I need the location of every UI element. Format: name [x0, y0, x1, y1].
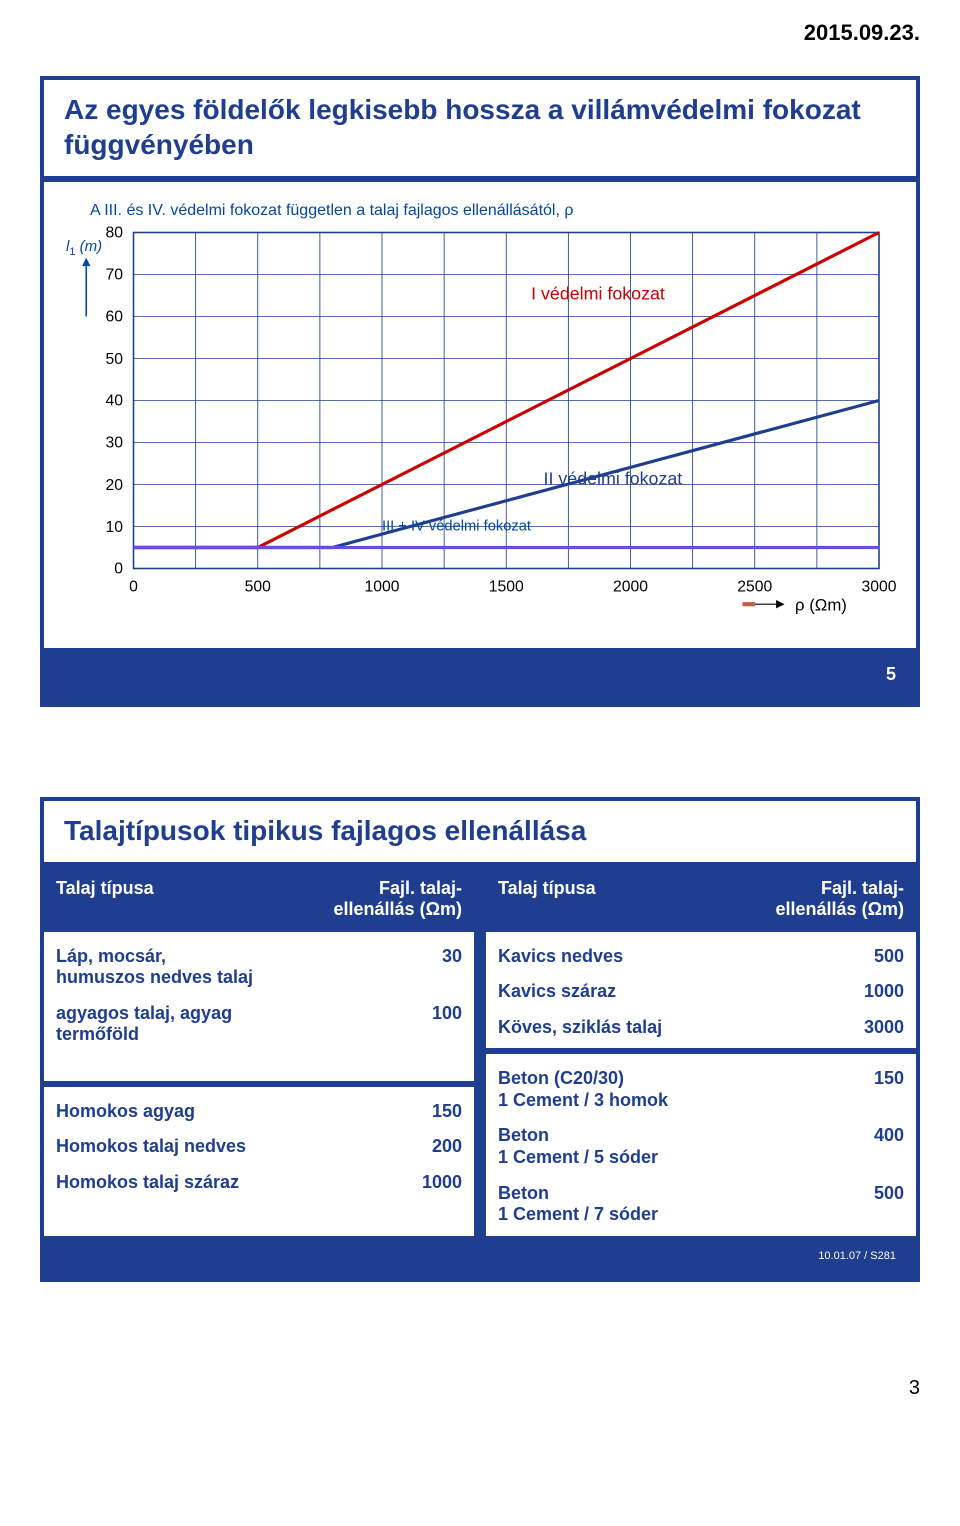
row-value: 100: [392, 1003, 462, 1025]
svg-text:I védelmi fokozat: I védelmi fokozat: [531, 284, 665, 304]
panel-table-title: Talajtípusok tipikus fajlagos ellenállás…: [44, 801, 916, 862]
col-header-res-l1: Fajl. talaj-: [334, 878, 462, 899]
row-value: 500: [834, 1183, 904, 1205]
svg-text:III + IV védelmi fokozat: III + IV védelmi fokozat: [382, 519, 531, 535]
table-left-head: Talaj típusa Fajl. talaj- ellenállás (Ωm…: [44, 868, 474, 932]
svg-text:0: 0: [114, 561, 123, 578]
svg-text:II védelmi fokozat: II védelmi fokozat: [544, 469, 683, 489]
svg-text:80: 80: [105, 225, 123, 242]
row-value: 1000: [834, 981, 904, 1003]
row-value: 200: [392, 1136, 462, 1158]
chart-note: A III. és IV. védelmi fokozat független …: [90, 202, 900, 220]
svg-text:10: 10: [105, 519, 123, 536]
row-label: Beton1 Cement / 7 sóder: [498, 1183, 834, 1226]
svg-text:ρ (Ωm): ρ (Ωm): [795, 596, 847, 615]
table-right-body1: Kavics nedves500Kavics száraz1000Köves, …: [486, 932, 916, 1049]
page-number: 3: [909, 1377, 920, 1400]
svg-text:70: 70: [105, 267, 123, 284]
row-value: 400: [834, 1125, 904, 1147]
row-value: 150: [392, 1101, 462, 1123]
table-left: Talaj típusa Fajl. talaj- ellenállás (Ωm…: [44, 868, 474, 1236]
row-label: Beton (C20/30)1 Cement / 3 homok: [498, 1068, 834, 1111]
svg-text:60: 60: [105, 309, 123, 326]
svg-text:40: 40: [105, 393, 123, 410]
table-row: Láp, mocsár,humuszos nedves talaj30: [56, 946, 462, 989]
col-header-res-r1: Fajl. talaj-: [776, 878, 904, 899]
table-right-body2: Beton (C20/30)1 Cement / 3 homok150Beton…: [486, 1054, 916, 1236]
svg-text:50: 50: [105, 351, 123, 368]
row-label: Kavics nedves: [498, 946, 834, 968]
row-value: 500: [834, 946, 904, 968]
row-label: Beton1 Cement / 5 sóder: [498, 1125, 834, 1168]
table-row: Homokos talaj száraz1000: [56, 1172, 462, 1194]
svg-text:2000: 2000: [613, 579, 648, 596]
table-row: Beton1 Cement / 5 sóder400: [498, 1125, 904, 1168]
table-row: agyagos talaj, agyagtermőföld100: [56, 1003, 462, 1046]
date-header: 2015.09.23.: [40, 20, 920, 46]
panel-chart-footer: 5: [44, 648, 916, 703]
row-value: 3000: [834, 1017, 904, 1039]
row-value: 150: [834, 1068, 904, 1090]
table-right: Talaj típusa Fajl. talaj- ellenállás (Ωm…: [486, 868, 916, 1236]
table-row: Beton1 Cement / 7 sóder500: [498, 1183, 904, 1226]
table-left-body1: Láp, mocsár,humuszos nedves talaj30 agyag…: [44, 932, 474, 1081]
svg-text:1500: 1500: [489, 579, 524, 596]
row-label: Köves, sziklás talaj: [498, 1017, 834, 1039]
row-label: Láp, mocsár,humuszos nedves talaj: [56, 946, 392, 989]
svg-text:500: 500: [245, 579, 272, 596]
row-value: 30: [392, 946, 462, 968]
row-value: 1000: [392, 1172, 462, 1194]
panel-chart-body: A III. és IV. védelmi fokozat független …: [44, 182, 916, 648]
table-row: Kavics nedves500: [498, 946, 904, 968]
panel-table: Talajtípusok tipikus fajlagos ellenállás…: [40, 797, 920, 1282]
svg-text:20: 20: [105, 477, 123, 494]
row-label: Homokos agyag: [56, 1101, 392, 1123]
panel-table-footer: 10.01.07 / S281: [44, 1236, 916, 1278]
y-axis-label: l1 (m): [66, 238, 102, 258]
table-row: Kavics száraz1000: [498, 981, 904, 1003]
col-header-res-l2: ellenállás (Ωm): [334, 899, 462, 920]
svg-text:1000: 1000: [364, 579, 399, 596]
row-label: Kavics száraz: [498, 981, 834, 1003]
svg-text:0: 0: [129, 579, 138, 596]
col-header-type-r: Talaj típusa: [498, 878, 596, 899]
col-header-res-r2: ellenállás (Ωm): [776, 899, 904, 920]
panel-chart: Az egyes földelők legkisebb hossza a vil…: [40, 76, 920, 707]
row-label: Homokos talaj száraz: [56, 1172, 392, 1194]
svg-text:30: 30: [105, 435, 123, 452]
table-row: Köves, sziklás talaj3000: [498, 1017, 904, 1039]
table-right-head: Talaj típusa Fajl. talaj- ellenállás (Ωm…: [486, 868, 916, 932]
table-row: Homokos agyag150: [56, 1101, 462, 1123]
panel-chart-title: Az egyes földelők legkisebb hossza a vil…: [44, 80, 916, 176]
row-label: Homokos talaj nedves: [56, 1136, 392, 1158]
col-header-type: Talaj típusa: [56, 878, 154, 899]
table-left-body2: Homokos agyag150Homokos talaj nedves200H…: [44, 1087, 474, 1236]
row-label: agyagos talaj, agyagtermőföld: [56, 1003, 392, 1046]
svg-text:3000: 3000: [861, 579, 896, 596]
table-row: Beton (C20/30)1 Cement / 3 homok150: [498, 1068, 904, 1111]
svg-text:2500: 2500: [737, 579, 772, 596]
chart: 0 10 20 30 40 50 60 70 80 0 500 1000 1500 2000 2500 300…: [60, 222, 900, 632]
table-row: Homokos talaj nedves200: [56, 1136, 462, 1158]
